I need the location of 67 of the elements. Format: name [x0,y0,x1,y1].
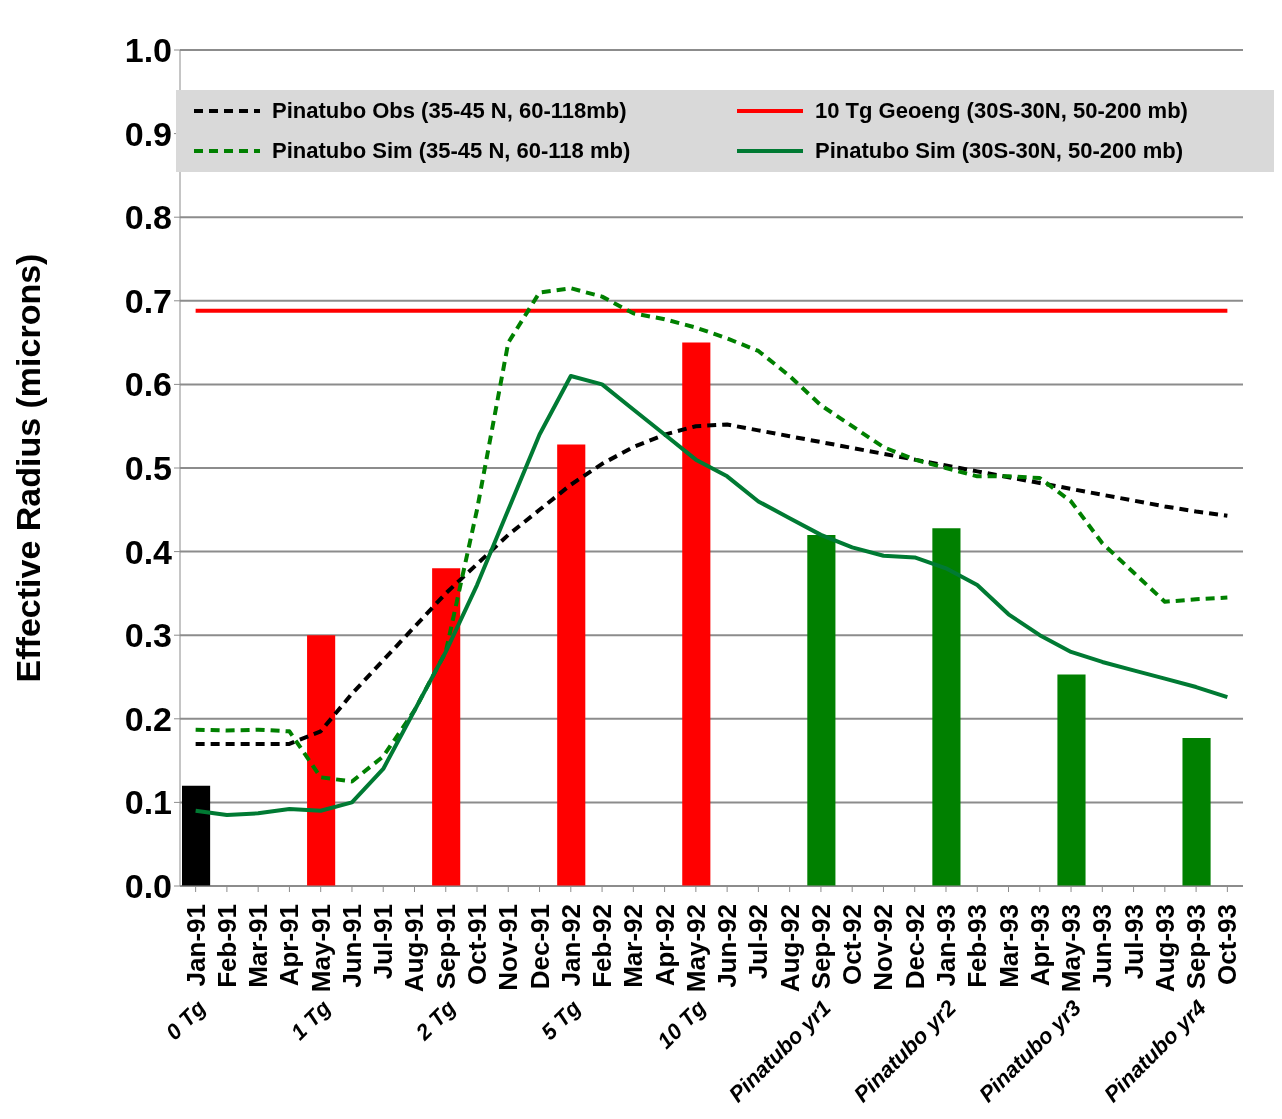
x-tick-label: Aug-93 [1149,904,1180,993]
x-tick-label: Aug-91 [399,904,430,993]
x-tick-label: Sep-93 [1181,904,1212,990]
y-tick-label: 0.3 [124,616,172,655]
y-tick-label: 1.0 [124,31,172,70]
x-tick-label: Feb-92 [587,904,618,988]
x-tick-label: Oct-92 [837,904,868,985]
x-tick-label: Jun-91 [336,904,367,988]
bar [1057,674,1086,886]
text: 1 Tg [285,994,336,1045]
x-tick-label: Apr-91 [274,904,305,987]
legend-label: Pinatubo Sim (30S-30N, 50-200 mb) [815,138,1183,164]
bar [307,635,336,886]
x-tick-label: Jun-93 [1087,904,1118,988]
bar [182,785,211,886]
line-series [193,422,1230,746]
y-tick-label: 0.0 [124,867,172,906]
x-tick-label: Feb-91 [211,904,242,988]
x-tick-label: Oct-91 [462,904,493,985]
x-tick-label: Nov-91 [493,904,524,991]
x-tick-label: Mar-91 [243,904,274,988]
x-tick-label: Oct-93 [1212,904,1243,985]
bar [432,568,461,886]
x-tick-label: Mar-93 [993,904,1024,988]
x-tick-label: Dec-92 [899,904,930,990]
x-tick-label: Dec-91 [524,904,555,990]
x-tick-label: May-93 [1056,904,1087,993]
x-tick-label: Aug-92 [774,904,805,993]
x-tick-label: Jul-92 [743,904,774,980]
x-tick-label: Mar-92 [618,904,649,988]
bar [682,342,711,886]
x-tick-label: Apr-92 [649,904,680,987]
x-tick-label: Apr-93 [1024,904,1055,987]
x-tick-label: Sep-92 [805,904,836,990]
x-tick-label: Jul-93 [1118,904,1149,980]
y-tick-label: 0.5 [124,449,172,488]
y-tick-label: 0.2 [124,699,172,738]
legend-label: Pinatubo Obs (35-45 N, 60-118mb) [272,98,627,124]
x-tick-label: Jan-91 [180,904,211,987]
x-tick-label: Jun-92 [712,904,743,988]
text: 10 Tg [652,994,712,1054]
y-tick-label: 0.8 [124,198,172,237]
x-tick-label: Jan-93 [930,904,961,987]
y-tick-label: 0.6 [124,365,172,404]
x-tick-label: Sep-91 [430,904,461,990]
x-tick-label: Nov-92 [868,904,899,991]
x-tick-label: Jul-91 [368,904,399,980]
legend-label: Pinatubo Sim (35-45 N, 60-118 mb) [272,138,631,164]
y-tick-label: 0.7 [124,281,172,320]
legend-label: 10 Tg Geoeng (30S-30N, 50-200 mb) [815,98,1188,124]
x-tick-label: May-91 [305,904,336,993]
y-tick-label: 0.4 [124,532,173,571]
bar [807,534,836,886]
text: 0 Tg [160,994,211,1045]
bar [932,528,961,886]
x-tick-label: May-92 [680,904,711,993]
x-tick-label: Jan-92 [555,904,586,987]
y-tick-label: 0.1 [124,783,172,822]
bar [1182,738,1211,886]
line-series [193,374,1230,817]
y-axis-title: Effective Radius (microns) [9,253,48,683]
y-tick-label: 0.9 [124,114,172,153]
text: 2 Tg [410,994,461,1046]
x-tick-label: Feb-93 [962,904,993,988]
text: 5 Tg [535,994,587,1045]
line-series [193,286,1230,784]
bar [557,444,586,886]
